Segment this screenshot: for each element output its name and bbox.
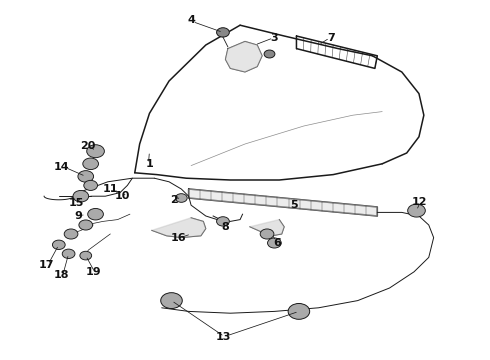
Circle shape [79,220,93,230]
Polygon shape [189,189,377,216]
Text: 9: 9 [74,211,82,221]
Text: 14: 14 [53,162,69,172]
Circle shape [64,229,78,239]
Text: 17: 17 [39,260,54,270]
Text: 4: 4 [187,15,195,25]
Circle shape [88,208,103,220]
Polygon shape [225,41,262,72]
Text: 6: 6 [273,238,281,248]
Text: 11: 11 [102,184,118,194]
Text: 18: 18 [53,270,69,280]
Text: 5: 5 [290,200,298,210]
Polygon shape [152,218,206,238]
Circle shape [288,303,310,319]
Circle shape [62,249,75,258]
Circle shape [83,158,98,170]
Circle shape [268,238,281,248]
Text: 7: 7 [327,33,335,43]
Text: 10: 10 [115,191,130,201]
Circle shape [84,180,98,190]
Polygon shape [250,220,284,236]
Text: 15: 15 [68,198,84,208]
Circle shape [217,217,229,226]
Text: 3: 3 [270,33,278,43]
Text: 8: 8 [221,222,229,232]
Circle shape [161,293,182,309]
Circle shape [80,251,92,260]
Circle shape [87,145,104,158]
Circle shape [217,28,229,37]
Circle shape [264,50,275,58]
Circle shape [78,171,94,182]
Circle shape [175,194,187,202]
Text: 2: 2 [170,195,178,205]
Text: 1: 1 [146,159,153,169]
Circle shape [73,190,89,202]
Text: 13: 13 [215,332,231,342]
Circle shape [52,240,65,249]
Text: 19: 19 [85,267,101,277]
Circle shape [408,204,425,217]
Text: 20: 20 [80,141,96,151]
Circle shape [260,229,274,239]
Text: 16: 16 [171,233,187,243]
Text: 12: 12 [411,197,427,207]
